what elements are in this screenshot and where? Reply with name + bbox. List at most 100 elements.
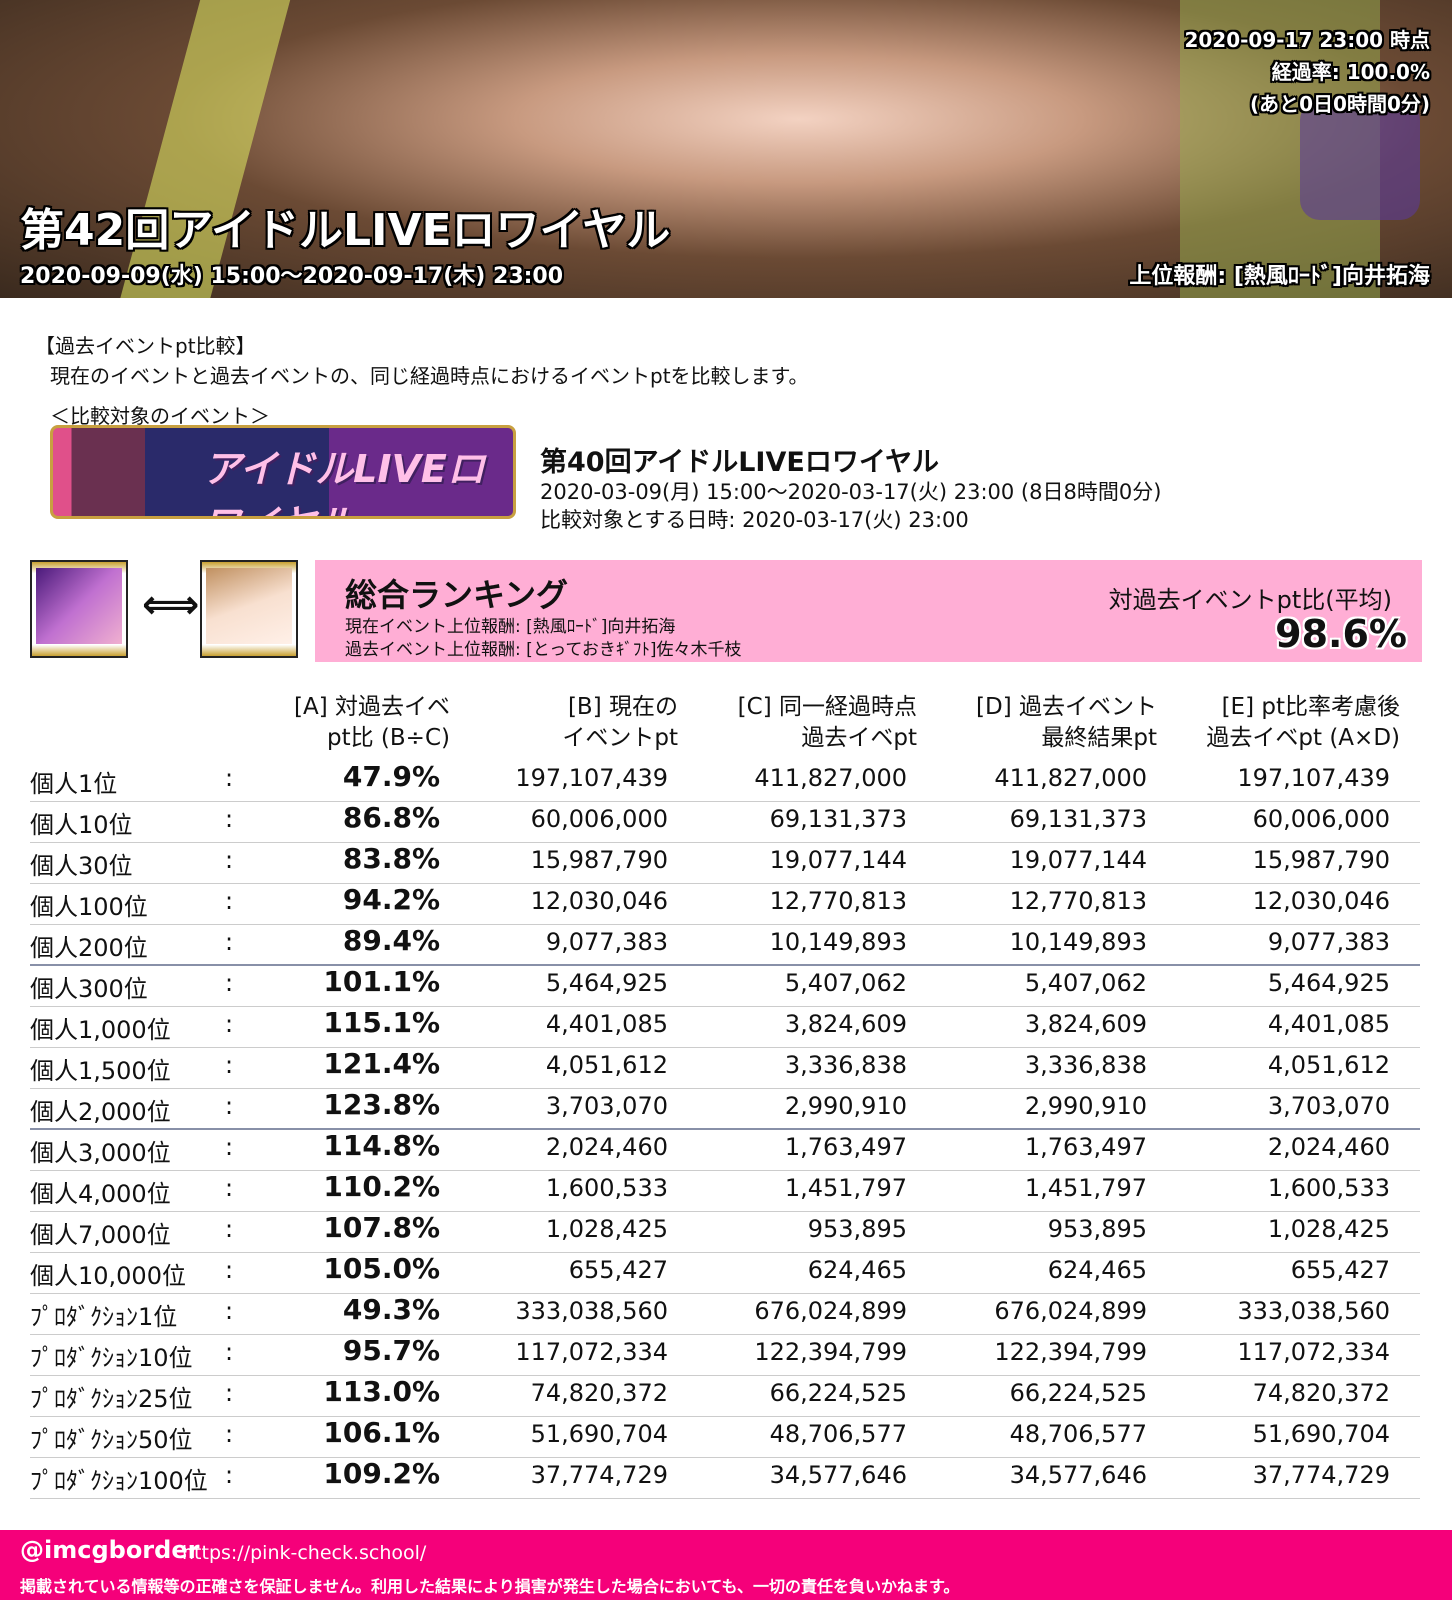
table-row: 個人200位: 89.4% 9,077,383 10,149,893 10,149,89… xyxy=(30,924,1420,966)
colon: : xyxy=(225,1092,234,1120)
table-row: 個人1位: 47.9% 197,107,439 411,827,000 411,827,… xyxy=(30,760,1420,802)
table-row: 個人10,000位: 105.0% 655,427 624,465 624,465 655… xyxy=(30,1252,1420,1294)
header-c: [C] 同一経過時点 過去イベpt xyxy=(737,694,917,751)
cell-d: 3,824,609 xyxy=(1024,1010,1147,1038)
table-row: 個人4,000位: 110.2% 1,600,533 1,451,797 1,451,7… xyxy=(30,1170,1420,1212)
cell-b: 12,030,046 xyxy=(530,887,668,915)
cell-d: 676,024,899 xyxy=(994,1297,1147,1325)
cell-c: 3,824,609 xyxy=(784,1010,907,1038)
cell-c: 624,465 xyxy=(807,1256,907,1284)
cell-a: 47.9% xyxy=(342,760,440,793)
site-link[interactable]: https://pink-check.school/ xyxy=(182,1542,427,1564)
table-row: 個人10位: 86.8% 60,006,000 69,131,373 69,131,37… xyxy=(30,801,1420,843)
cell-a: 95.7% xyxy=(342,1334,440,1367)
cell-c: 69,131,373 xyxy=(769,805,907,833)
cell-e: 4,401,085 xyxy=(1267,1010,1390,1038)
colon: : xyxy=(225,969,234,997)
cell-e: 3,703,070 xyxy=(1267,1092,1390,1120)
past-event-period: 2020-03-09(月) 15:00～2020-03-17(火) 23:00 … xyxy=(540,480,1162,504)
cell-d: 48,706,577 xyxy=(1009,1420,1147,1448)
cell-e: 197,107,439 xyxy=(1237,764,1390,792)
compare-arrow-icon: ⟺ xyxy=(142,582,200,628)
table-row: ﾌﾟﾛﾀﾞｸｼｮﾝ10位: 95.7% 117,072,334 122,394,799… xyxy=(30,1334,1420,1376)
cell-b: 4,401,085 xyxy=(545,1010,668,1038)
cell-b: 3,703,070 xyxy=(545,1092,668,1120)
cell-e: 15,987,790 xyxy=(1252,846,1390,874)
table-row: ﾌﾟﾛﾀﾞｸｼｮﾝ1位: 49.3% 333,038,560 676,024,899 6… xyxy=(30,1293,1420,1335)
colon: : xyxy=(225,1215,234,1243)
rank-label: 個人200位 xyxy=(30,934,148,962)
cell-a: 123.8% xyxy=(323,1088,440,1121)
cell-d: 2,990,910 xyxy=(1024,1092,1147,1120)
footer: @imcgborder https://pink-check.school/ 掲… xyxy=(0,1530,1452,1600)
colon: : xyxy=(225,887,234,915)
cell-b: 15,987,790 xyxy=(530,846,668,874)
colon: : xyxy=(225,764,234,792)
cell-e: 2,024,460 xyxy=(1267,1133,1390,1161)
rank-label: ﾌﾟﾛﾀﾞｸｼｮﾝ100位 xyxy=(30,1467,208,1495)
header-banner-image: 第42回アイドルLIVEロワイヤル 2020-09-09(水) 15:00～20… xyxy=(0,0,1452,298)
colon: : xyxy=(225,1256,234,1284)
remaining-time: (あと0日0時間0分) xyxy=(1249,92,1430,116)
cell-e: 60,006,000 xyxy=(1252,805,1390,833)
colon: : xyxy=(225,1379,234,1407)
section-description: 現在のイベントと過去イベントの、同じ経過時点におけるイベントptを比較します。 xyxy=(50,364,809,388)
cell-c: 3,336,838 xyxy=(784,1051,907,1079)
cell-c: 48,706,577 xyxy=(769,1420,907,1448)
cell-d: 122,394,799 xyxy=(994,1338,1147,1366)
cell-b: 60,006,000 xyxy=(530,805,668,833)
cell-e: 4,051,612 xyxy=(1267,1051,1390,1079)
cell-b: 117,072,334 xyxy=(515,1338,668,1366)
colon: : xyxy=(225,846,234,874)
current-reward: 現在イベント上位報酬: [熱風ﾛｰﾄﾞ]向井拓海 xyxy=(345,617,676,637)
rank-label: 個人30位 xyxy=(30,852,133,880)
cell-b: 2,024,460 xyxy=(545,1133,668,1161)
table-row: 個人3,000位: 114.8% 2,024,460 1,763,497 1,763,4… xyxy=(30,1129,1420,1171)
colon: : xyxy=(225,1051,234,1079)
cell-c: 34,577,646 xyxy=(769,1461,907,1489)
cell-c: 12,770,813 xyxy=(769,887,907,915)
twitter-handle[interactable]: @imcgborder xyxy=(20,1536,200,1564)
cell-a: 94.2% xyxy=(342,883,440,916)
table-row: 個人30位: 83.8% 15,987,790 19,077,144 19,077,14… xyxy=(30,842,1420,884)
cell-b: 655,427 xyxy=(568,1256,668,1284)
rank-label: ﾌﾟﾛﾀﾞｸｼｮﾝ10位 xyxy=(30,1344,193,1372)
cell-c: 10,149,893 xyxy=(769,928,907,956)
past-reward-card xyxy=(200,560,298,658)
compare-datetime: 比較対象とする日時: 2020-03-17(火) 23:00 xyxy=(540,508,969,532)
cell-b: 1,600,533 xyxy=(545,1174,668,1202)
table-row: 個人1,000位: 115.1% 4,401,085 3,824,609 3,824,6… xyxy=(30,1006,1420,1048)
header-b: [B] 現在の イベントpt xyxy=(562,694,678,751)
event-period: 2020-09-09(水) 15:00～2020-09-17(木) 23:00 xyxy=(20,264,564,289)
cell-a: 83.8% xyxy=(342,842,440,875)
cell-a: 113.0% xyxy=(323,1375,440,1408)
timestamp: 2020-09-17 23:00 時点 xyxy=(1184,28,1430,52)
cell-b: 51,690,704 xyxy=(530,1420,668,1448)
cell-b: 74,820,372 xyxy=(530,1379,668,1407)
rank-label: 個人4,000位 xyxy=(30,1180,171,1208)
current-reward-card xyxy=(30,560,128,658)
cell-d: 5,407,062 xyxy=(1024,969,1147,997)
header-d: [D] 過去イベント 最終結果pt xyxy=(976,694,1157,751)
ratio-label: 対過去イベントpt比(平均) xyxy=(1108,586,1392,614)
cell-d: 12,770,813 xyxy=(1009,887,1147,915)
cell-b: 9,077,383 xyxy=(545,928,668,956)
table-row: 個人7,000位: 107.8% 1,028,425 953,895 953,895 1,… xyxy=(30,1211,1420,1253)
past-event-banner: アイドルLIVEロワイヤル xyxy=(50,425,516,519)
cell-e: 37,774,729 xyxy=(1252,1461,1390,1489)
target-label: ＜比較対象のイベント＞ xyxy=(50,404,270,428)
rank-label: 個人100位 xyxy=(30,893,148,921)
cell-e: 74,820,372 xyxy=(1252,1379,1390,1407)
cell-a: 101.1% xyxy=(323,965,440,998)
disclaimer: 掲載されている情報等の正確さを保証しません。利用した結果により損害が発生した場合… xyxy=(20,1577,960,1596)
cell-b: 333,038,560 xyxy=(515,1297,668,1325)
cell-a: 115.1% xyxy=(323,1006,440,1039)
table-row: ﾌﾟﾛﾀﾞｸｼｮﾝ25位: 113.0% 74,820,372 66,224,525 6… xyxy=(30,1375,1420,1417)
rank-label: 個人10位 xyxy=(30,811,133,839)
colon: : xyxy=(225,1420,234,1448)
cell-c: 19,077,144 xyxy=(769,846,907,874)
rank-label: 個人2,000位 xyxy=(30,1098,171,1126)
cell-a: 86.8% xyxy=(342,801,440,834)
cell-c: 411,827,000 xyxy=(754,764,907,792)
colon: : xyxy=(225,1297,234,1325)
